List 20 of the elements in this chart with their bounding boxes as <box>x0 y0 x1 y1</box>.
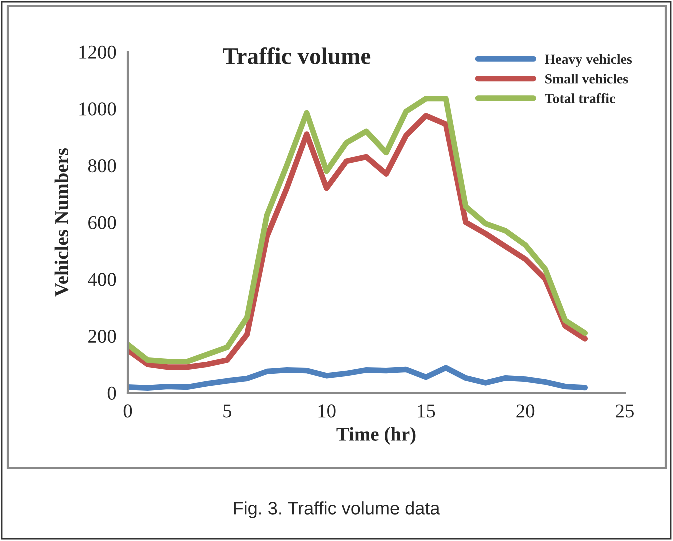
x-tick-label: 25 <box>616 404 634 418</box>
y-tick-label: 600 <box>88 216 116 230</box>
y-tick-label: 800 <box>88 159 116 173</box>
x-tick-label: 10 <box>318 404 336 418</box>
x-tick-label: 20 <box>516 404 535 418</box>
y-tick-label: 1000 <box>80 102 116 116</box>
chart-title: Traffic volume <box>223 48 371 64</box>
x-axis-title: Time (hr) <box>336 427 416 445</box>
y-tick-label: 400 <box>88 273 116 286</box>
legend-label: Total traffic <box>545 94 616 104</box>
x-tick-label: 15 <box>418 404 436 418</box>
legend-label: Heavy vehicles <box>545 54 632 67</box>
y-tick-label: 200 <box>88 330 116 344</box>
y-tick-label: 0 <box>108 386 116 400</box>
caption: Fig. 3. Traffic volume data <box>234 502 440 518</box>
y-tick-label: 1200 <box>80 46 116 59</box>
x-tick-label: 5 <box>224 404 232 418</box>
x-tick-label: 0 <box>124 404 132 418</box>
legend-label: Small vehicles <box>546 74 628 84</box>
y-axis-title: Vehicles Numbers <box>54 148 69 297</box>
